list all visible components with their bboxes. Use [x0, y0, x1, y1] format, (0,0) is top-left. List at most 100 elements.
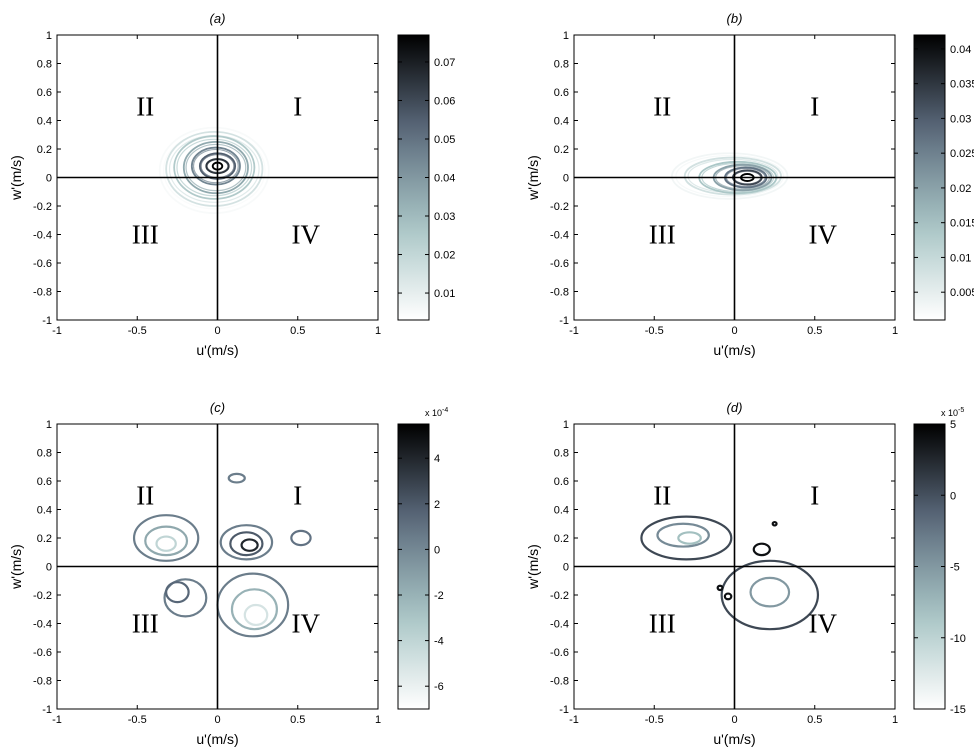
quadrant-label-ii: II	[136, 91, 154, 121]
y-tick-label: -0.6	[33, 647, 52, 659]
quadrant-label-ii: II	[136, 480, 154, 510]
y-tick-label: 0.6	[37, 476, 52, 488]
x-tick-label: -0.5	[645, 714, 664, 726]
quadrant-label-iv: IV	[809, 220, 838, 250]
colorbar: 5 0 -5 -10 -15 x 10-5	[913, 407, 966, 716]
contour-line	[163, 578, 208, 618]
y-tick-label: -0.2	[550, 590, 569, 602]
colorbar-tick-label: 0.07	[434, 57, 455, 69]
y-tick-label: -0.8	[550, 676, 569, 688]
contour-line	[771, 520, 778, 527]
x-tick-label: 0	[214, 325, 220, 337]
y-tick-label: 1	[46, 30, 52, 42]
contour-line	[749, 576, 791, 608]
colorbar-scale	[397, 34, 430, 321]
contour-line	[671, 152, 789, 200]
x-axis-label: u'(m/s)	[196, 731, 238, 747]
x-tick-label: -1	[52, 714, 62, 726]
colorbar-tick-label: 0	[950, 490, 956, 502]
quadrant-label-ii: II	[653, 480, 671, 510]
colorbar-tick-label: 0.04	[950, 44, 971, 56]
x-tick-label: 1	[375, 325, 381, 337]
contour-line	[677, 531, 702, 545]
colorbar-exponent: x 10-5	[941, 407, 964, 418]
contour-line	[230, 588, 278, 631]
colorbar-exponent: x 10-4	[425, 407, 448, 418]
y-axis-label: w'(m/s)	[8, 544, 24, 590]
colorbar-tick-label: 0.005	[950, 287, 974, 299]
y-tick-label: -0.6	[550, 647, 569, 659]
contour-line	[132, 514, 200, 562]
contour-line	[185, 143, 247, 192]
y-tick-label: -0.6	[550, 258, 569, 270]
y-tick-label: 0	[563, 173, 569, 185]
y-tick-label: -0.4	[550, 619, 569, 631]
y-tick-label: 0.6	[37, 87, 52, 99]
y-tick-label: 0.4	[554, 505, 569, 517]
contour-line	[640, 515, 733, 561]
colorbar-tick-label: 0.03	[434, 211, 455, 223]
panel-c: -1 -0.5 0 0.5 1 -1 -0.8 -0.6 -0.4 -0.2 0 0.2 0.4 0.6 0…	[8, 400, 448, 747]
colorbar-scale	[913, 34, 946, 321]
quadrant-label-i: I	[810, 91, 819, 121]
y-tick-label: 1	[46, 419, 52, 431]
colorbar-tick-label: -6	[434, 681, 444, 693]
y-tick-label: 0.2	[554, 144, 569, 156]
contour-line	[290, 529, 312, 547]
contour-line	[165, 581, 190, 604]
x-tick-label: 0.5	[807, 325, 822, 337]
colorbar-tick-label: -15	[950, 704, 966, 716]
colorbar-tick-label: 0.02	[434, 250, 455, 262]
quadrant-label-iii: III	[132, 220, 159, 250]
y-tick-label: 0	[46, 562, 52, 574]
y-tick-label: -0.6	[33, 258, 52, 270]
contour-line	[144, 525, 189, 557]
colorbar-tick-label: -2	[434, 590, 444, 602]
y-tick-label: -0.4	[33, 230, 52, 242]
contour-line	[182, 140, 249, 195]
y-tick-label: 0.6	[554, 476, 569, 488]
colorbar: 4 2 0 -2 -4 -6 x 10-4	[397, 407, 448, 710]
y-tick-label: 0.8	[37, 448, 52, 460]
colorbar: 0.005 0.01 0.015 0.02 0.025 0.03 0.035 0.04	[913, 34, 974, 321]
x-tick-label: -1	[569, 714, 579, 726]
colorbar-scale	[397, 423, 430, 710]
panel-a: -1 -0.5 0 0.5 1 -1 -0.8 -0.6 -0.4 -0.2 0 0.2 0.4 0.6 0…	[8, 11, 455, 358]
colorbar-tick-label: 5	[950, 419, 956, 431]
y-tick-label: -0.4	[33, 619, 52, 631]
x-axis-label: u'(m/s)	[713, 731, 755, 747]
contour-line	[165, 130, 264, 207]
panel-title: (b)	[727, 11, 743, 26]
y-tick-label: -0.8	[33, 676, 52, 688]
y-axis-label: w'(m/s)	[525, 544, 541, 590]
y-tick-label: -1	[559, 315, 569, 327]
colorbar-tick-label: 0.01	[434, 288, 455, 300]
y-tick-label: 0.8	[37, 59, 52, 71]
contour-line	[176, 138, 253, 197]
x-axis-label: u'(m/s)	[713, 342, 755, 358]
colorbar-tick-label: 0.035	[950, 79, 974, 91]
y-tick-label: -1	[42, 315, 52, 327]
y-tick-label: -1	[559, 704, 569, 716]
contour-line	[227, 472, 246, 484]
y-tick-label: 0.4	[37, 505, 52, 517]
contour-line	[229, 531, 264, 557]
contour-group	[640, 515, 820, 631]
y-tick-label: -0.8	[33, 287, 52, 299]
quadrant-label-iv: IV	[809, 609, 838, 639]
contour-line	[155, 535, 177, 552]
colorbar-tick-label: -10	[950, 633, 966, 645]
colorbar: 0.01 0.02 0.03 0.04 0.05 0.06 0.07	[397, 34, 455, 321]
contour-line	[656, 522, 710, 548]
y-axis-label: w'(m/s)	[8, 155, 24, 201]
y-tick-label: 0.6	[554, 87, 569, 99]
y-tick-label: 0.4	[37, 116, 52, 128]
contour-line	[192, 148, 239, 184]
colorbar-tick-label: 0.025	[950, 148, 974, 160]
quadrant-label-i: I	[293, 480, 302, 510]
y-tick-label: 1	[563, 30, 569, 42]
y-tick-label: 0.8	[554, 59, 569, 71]
colorbar-tick-label: 0.02	[950, 183, 971, 195]
colorbar-tick-label: 4	[434, 453, 440, 465]
